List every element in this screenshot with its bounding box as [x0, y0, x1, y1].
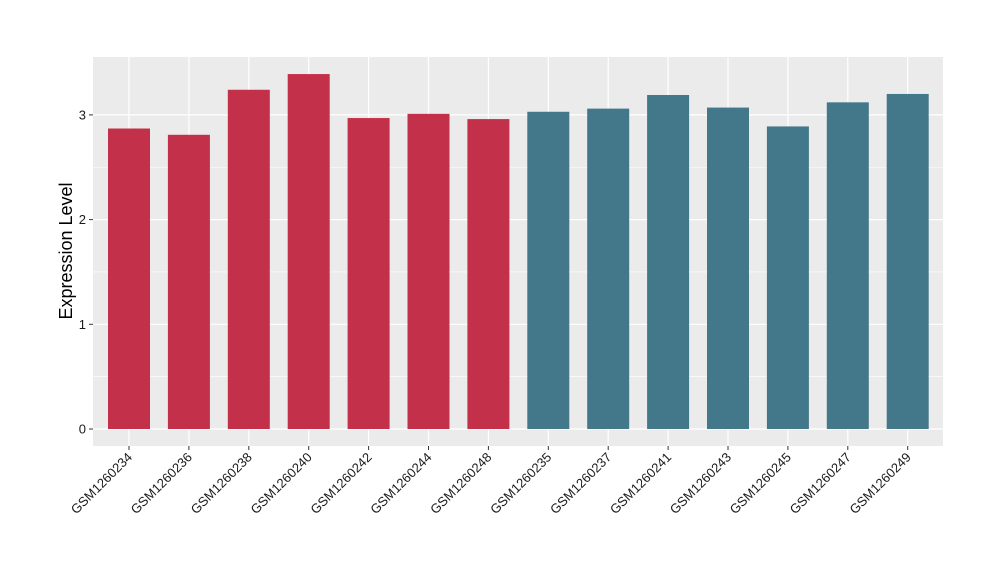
bar-gsm1260235: [527, 111, 570, 429]
y-tick-label: 3: [79, 107, 86, 122]
bar-gsm1260240: [287, 74, 330, 429]
x-tick-label: GSM1260249: [846, 450, 913, 517]
y-tick-label: 0: [79, 422, 86, 437]
bars: [108, 74, 929, 430]
bar-gsm1260234: [108, 128, 150, 430]
bar-gsm1260244: [407, 113, 450, 429]
bar-gsm1260241: [647, 95, 690, 429]
x-tick-label: GSM1260247: [787, 450, 854, 517]
x-tick-label: GSM1260244: [367, 450, 434, 517]
bar-gsm1260243: [707, 107, 749, 430]
x-tick-label: GSM1260241: [607, 450, 674, 517]
bar-gsm1260238: [227, 89, 270, 429]
bar-gsm1260245: [766, 126, 809, 430]
x-tick-label: GSM1260238: [188, 450, 255, 517]
x-tick-label: GSM1260234: [68, 450, 135, 517]
bar-gsm1260237: [587, 108, 630, 430]
y-tick-label: 1: [79, 317, 86, 332]
x-tick-label: GSM1260235: [487, 450, 554, 517]
x-tick-label: GSM1260242: [307, 450, 374, 517]
bar-gsm1260247: [826, 102, 869, 429]
x-axis: GSM1260234GSM1260236GSM1260238GSM1260240…: [68, 446, 914, 517]
x-tick-label: GSM1260245: [727, 450, 794, 517]
bar-gsm1260249: [886, 93, 929, 430]
y-axis-title: Expression Level: [56, 182, 76, 319]
bar-gsm1260236: [167, 134, 210, 429]
y-tick-label: 2: [79, 212, 86, 227]
bar-gsm1260248: [467, 119, 510, 429]
x-tick-label: GSM1260237: [547, 450, 614, 517]
x-tick-label: GSM1260240: [247, 450, 314, 517]
bar-gsm1260242: [347, 118, 390, 429]
x-tick-label: GSM1260243: [667, 450, 734, 517]
x-tick-label: GSM1260236: [128, 450, 195, 517]
y-axis: 0 1 2 3: [79, 107, 93, 437]
x-tick-label: GSM1260248: [427, 450, 494, 517]
